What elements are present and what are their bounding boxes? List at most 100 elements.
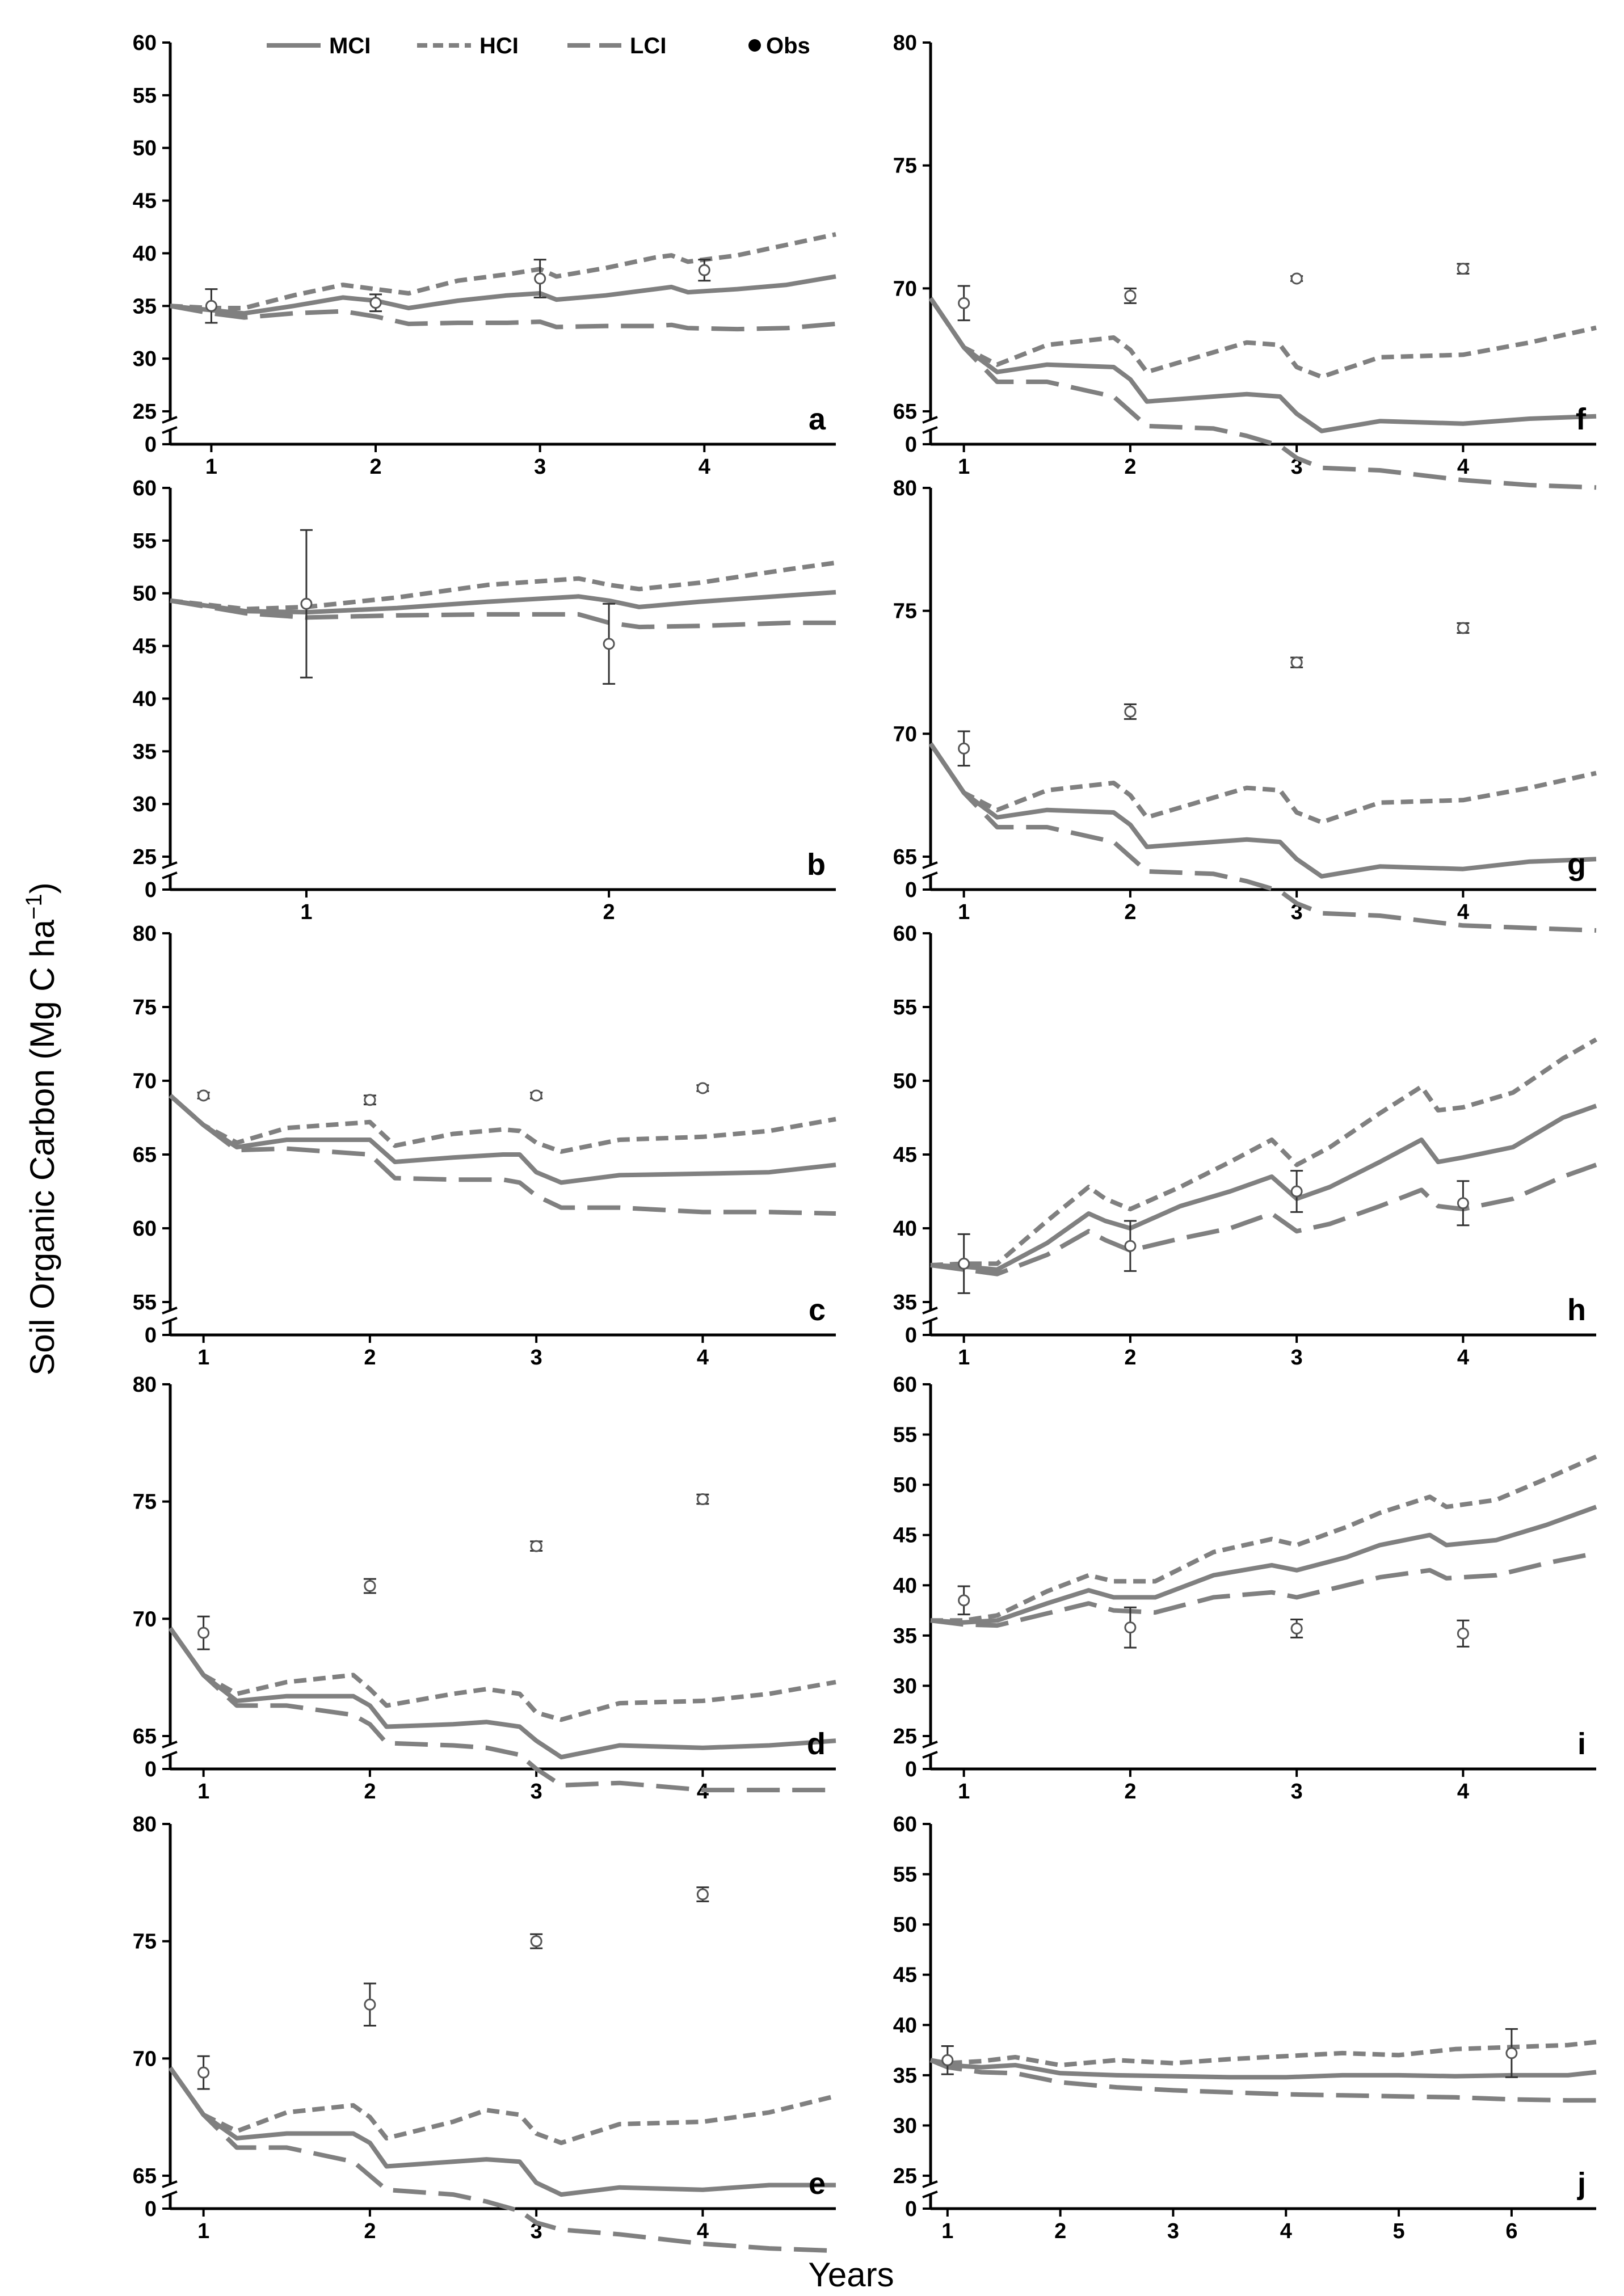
y-tick-label: 0 [905,2197,917,2221]
series-line-lci [168,1627,836,1793]
obs-marker [1505,2047,1518,2059]
panel-label: i [1577,1727,1586,1761]
obs-point [1457,1619,1470,1648]
obs-marker [1290,656,1303,669]
series-line-mci [168,1627,836,1760]
series-line-lci [928,297,1597,490]
series-line-mci [168,2066,836,2197]
series-line-lci [170,304,836,332]
obs-point [197,1089,210,1102]
y-tick-label: 40 [893,2013,917,2037]
x-tick-label: 2 [364,1780,376,1804]
legend-label: Obs [766,33,810,58]
axis-break-mark [922,416,938,424]
y-tick-label: 55 [893,996,917,1019]
y-tick-label: 65 [133,2164,157,2188]
obs-marker [530,1089,542,1102]
y-tick-label: 45 [893,1964,917,1987]
legend-marker-obs [748,39,761,52]
y-tick-label: 75 [893,600,917,623]
axis-break-mark [162,2180,178,2188]
legend-item-obs: Obs [748,33,810,58]
obs-point [696,1082,709,1094]
obs-marker [197,1089,210,1102]
x-tick-label: 4 [1457,900,1469,924]
y-tick-label: 25 [133,845,157,869]
series-line-hci [928,297,1597,380]
y-tick-label: 40 [893,1574,917,1598]
x-tick-label: 3 [1167,2219,1179,2243]
y-tick-label: 65 [133,1143,157,1167]
y-tick-label: 50 [133,582,157,606]
panel-c: 55 60 65 70 75 80 0 1 2 3 4 c [133,922,836,1370]
x-tick-label: 1 [197,1780,209,1804]
y-tick-label: 35 [893,2064,917,2088]
axis-break-mark [922,1751,938,1759]
panel-i: 25 30 35 40 45 50 55 60 0 1 2 3 4 i [893,1373,1597,1804]
series-line-mci [930,1505,1597,1625]
obs-point [300,529,313,679]
obs-point [957,285,970,322]
obs-point [957,1585,970,1616]
x-tick-label: 6 [1505,2219,1517,2243]
x-tick-label: 4 [1457,1346,1469,1370]
x-tick-label: 2 [364,2219,376,2243]
legend: MCI HCI LCI Obs [267,33,810,58]
obs-marker [530,1935,542,1948]
y-tick-label: 70 [133,1069,157,1093]
obs-marker [696,1493,709,1506]
y-tick-label: 50 [893,1069,917,1093]
obs-point [1124,1606,1137,1649]
axis-break-mark [162,1741,178,1749]
axis-break-mark [162,426,178,434]
panel-label: a [809,402,826,436]
obs-marker [1124,705,1137,718]
axis-break-mark [922,1307,938,1315]
x-tick-label: 1 [205,455,217,479]
obs-marker [1457,1197,1469,1210]
x-tick-label: 3 [531,1346,542,1370]
y-tick-label: 60 [893,922,917,946]
axis-break-mark [922,861,938,869]
obs-marker [696,1888,709,1901]
y-tick-label: 0 [905,1758,917,1781]
y-tick-label: 0 [145,1758,157,1781]
y-tick-label: 65 [893,845,917,869]
obs-marker [1124,1621,1137,1634]
obs-marker [197,1627,210,1639]
y-tick-label: 0 [145,1324,157,1347]
axis-break-mark [922,2190,938,2198]
obs-marker [958,297,970,309]
panel-label: c [809,1293,826,1327]
obs-point [603,603,616,685]
x-tick-label: 1 [300,900,312,924]
obs-point [1290,1619,1303,1638]
axis-break-mark [162,1317,178,1325]
axis-break-mark [162,861,178,869]
y-tick-label: 65 [133,1725,157,1749]
obs-point [1124,703,1137,720]
obs-point [1457,622,1470,634]
y-axis-title-close: ) [23,882,61,894]
obs-point [1290,272,1303,285]
obs-point [363,1578,376,1594]
x-tick-label: 1 [958,900,970,924]
y-tick-label: 25 [893,1725,917,1749]
y-tick-label: 70 [133,1607,157,1631]
y-tick-label: 45 [133,189,157,213]
x-tick-label: 1 [197,1346,209,1370]
obs-point [530,1089,543,1102]
series-line-lci [928,742,1597,933]
obs-marker [197,2066,210,2079]
panel-label: f [1576,402,1587,436]
panel-label: e [809,2167,826,2201]
obs-point [1124,1220,1137,1272]
y-tick-label: 40 [893,1217,917,1241]
x-tick-label: 2 [1054,2219,1066,2243]
obs-marker [958,742,970,755]
x-tick-label: 2 [1124,1346,1136,1370]
